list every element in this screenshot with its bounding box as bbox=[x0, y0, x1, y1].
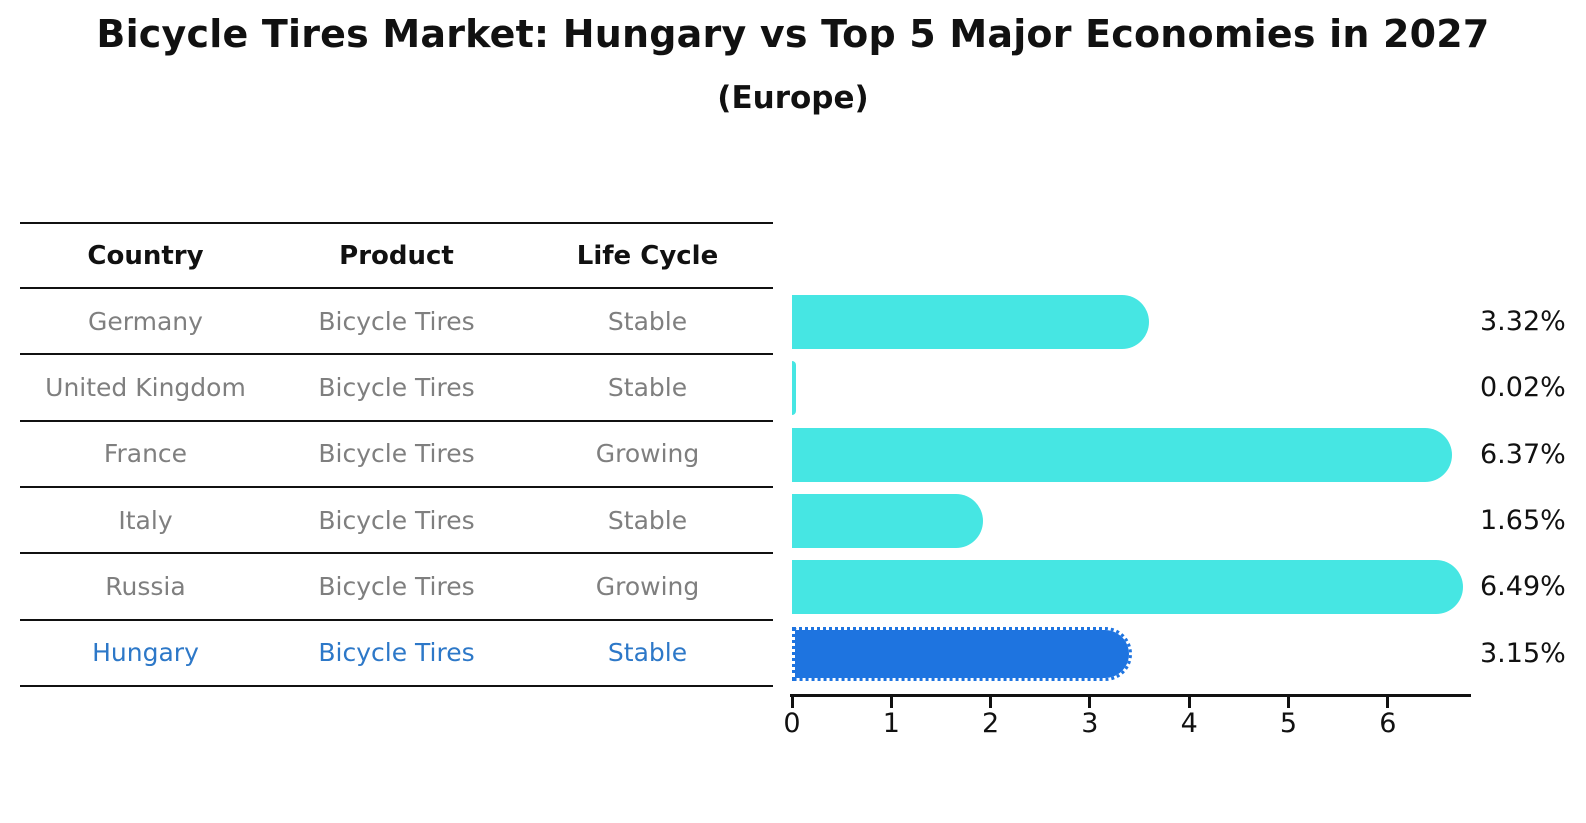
x-tick-label-1: 1 bbox=[882, 708, 900, 739]
country-cell: Hungary bbox=[92, 638, 199, 668]
x-axis-line bbox=[790, 694, 1471, 697]
x-tick-mark-0 bbox=[790, 697, 794, 708]
x-tick-mark-2 bbox=[989, 697, 993, 708]
product-cell: Bicycle Tires bbox=[318, 372, 475, 402]
table-row-hungary: Hungary Bicycle Tires Stable bbox=[20, 621, 773, 687]
value-label-russia: 6.49% bbox=[1480, 571, 1566, 603]
column-header-life-cycle: Life Cycle bbox=[576, 240, 719, 271]
x-tick-mark-1 bbox=[889, 697, 893, 708]
table-header-row: Country Product Life Cycle bbox=[20, 222, 773, 289]
product-cell: Bicycle Tires bbox=[318, 439, 475, 469]
product-cell: Bicycle Tires bbox=[318, 571, 475, 601]
table-body: Germany Bicycle Tires Stable United Kingdom… bbox=[20, 289, 773, 687]
value-label-france: 6.37% bbox=[1480, 438, 1566, 470]
x-tick-label-2: 2 bbox=[982, 708, 1000, 739]
life-cycle-cell: Growing bbox=[595, 439, 700, 469]
country-table: Country Product Life Cycle Germany Bicycl… bbox=[20, 222, 773, 687]
life-cycle-cell: Stable bbox=[607, 306, 688, 336]
table-row-russia: Russia Bicycle Tires Growing bbox=[20, 554, 773, 621]
life-cycle-cell: Stable bbox=[607, 505, 688, 535]
bar-united-kingdom bbox=[792, 361, 796, 416]
x-tick-mark-6 bbox=[1386, 697, 1390, 708]
bar-chart-area: 3.32% 0.02% 6.37% 1.65% 6.49% 3.15% bbox=[792, 289, 1586, 687]
bar-italy bbox=[792, 493, 983, 548]
chart-title: Bicycle Tires Market: Hungary vs Top 5 M… bbox=[96, 12, 1490, 56]
value-label-italy: 1.65% bbox=[1480, 504, 1566, 536]
x-tick-label-3: 3 bbox=[1081, 708, 1099, 739]
table-row-germany: Germany Bicycle Tires Stable bbox=[20, 289, 773, 356]
life-cycle-cell: Stable bbox=[607, 638, 688, 668]
column-header-country: Country bbox=[87, 240, 204, 271]
x-tick-mark-3 bbox=[1088, 697, 1092, 708]
bar-germany bbox=[792, 295, 1149, 349]
value-label-germany: 3.32% bbox=[1480, 306, 1566, 337]
chart-subtitle: (Europe) bbox=[717, 80, 869, 116]
x-tick-mark-5 bbox=[1287, 697, 1290, 708]
x-tick-label-6: 6 bbox=[1379, 708, 1397, 739]
column-header-product: Product bbox=[339, 240, 454, 271]
country-cell: France bbox=[103, 439, 188, 469]
bar-row-germany: 3.32% bbox=[792, 289, 1586, 355]
x-tick-label-0: 0 bbox=[783, 708, 801, 739]
x-tick-label-5: 5 bbox=[1279, 708, 1298, 739]
life-cycle-cell: Growing bbox=[595, 571, 700, 601]
country-cell: United Kingdom bbox=[45, 372, 246, 402]
table-row-united-kingdom: United Kingdom Bicycle Tires Stable bbox=[20, 355, 773, 422]
product-cell: Bicycle Tires bbox=[318, 306, 475, 336]
bar-row-italy: 1.65% bbox=[792, 488, 1586, 554]
product-cell: Bicycle Tires bbox=[318, 505, 475, 535]
table-row-france: France Bicycle Tires Growing bbox=[20, 422, 773, 488]
x-tick-label-4: 4 bbox=[1180, 708, 1198, 739]
x-tick-mark-4 bbox=[1187, 697, 1191, 708]
bar-hungary bbox=[792, 626, 1132, 681]
bar-france bbox=[792, 427, 1452, 482]
bar-russia bbox=[792, 560, 1464, 615]
product-cell: Bicycle Tires bbox=[318, 638, 475, 668]
country-cell: Germany bbox=[88, 306, 203, 336]
bar-row-france: 6.37% bbox=[792, 422, 1586, 488]
table-row-italy: Italy Bicycle Tires Stable bbox=[20, 488, 773, 555]
bar-row-russia: 6.49% bbox=[792, 554, 1586, 620]
bar-row-hungary: 3.15% bbox=[792, 621, 1586, 687]
bar-row-united-kingdom: 0.02% bbox=[792, 355, 1586, 421]
country-cell: Russia bbox=[105, 571, 186, 601]
life-cycle-cell: Stable bbox=[607, 372, 688, 402]
country-cell: Italy bbox=[118, 505, 173, 535]
value-label-united-kingdom: 0.02% bbox=[1480, 372, 1566, 404]
value-label-hungary: 3.15% bbox=[1480, 637, 1566, 669]
